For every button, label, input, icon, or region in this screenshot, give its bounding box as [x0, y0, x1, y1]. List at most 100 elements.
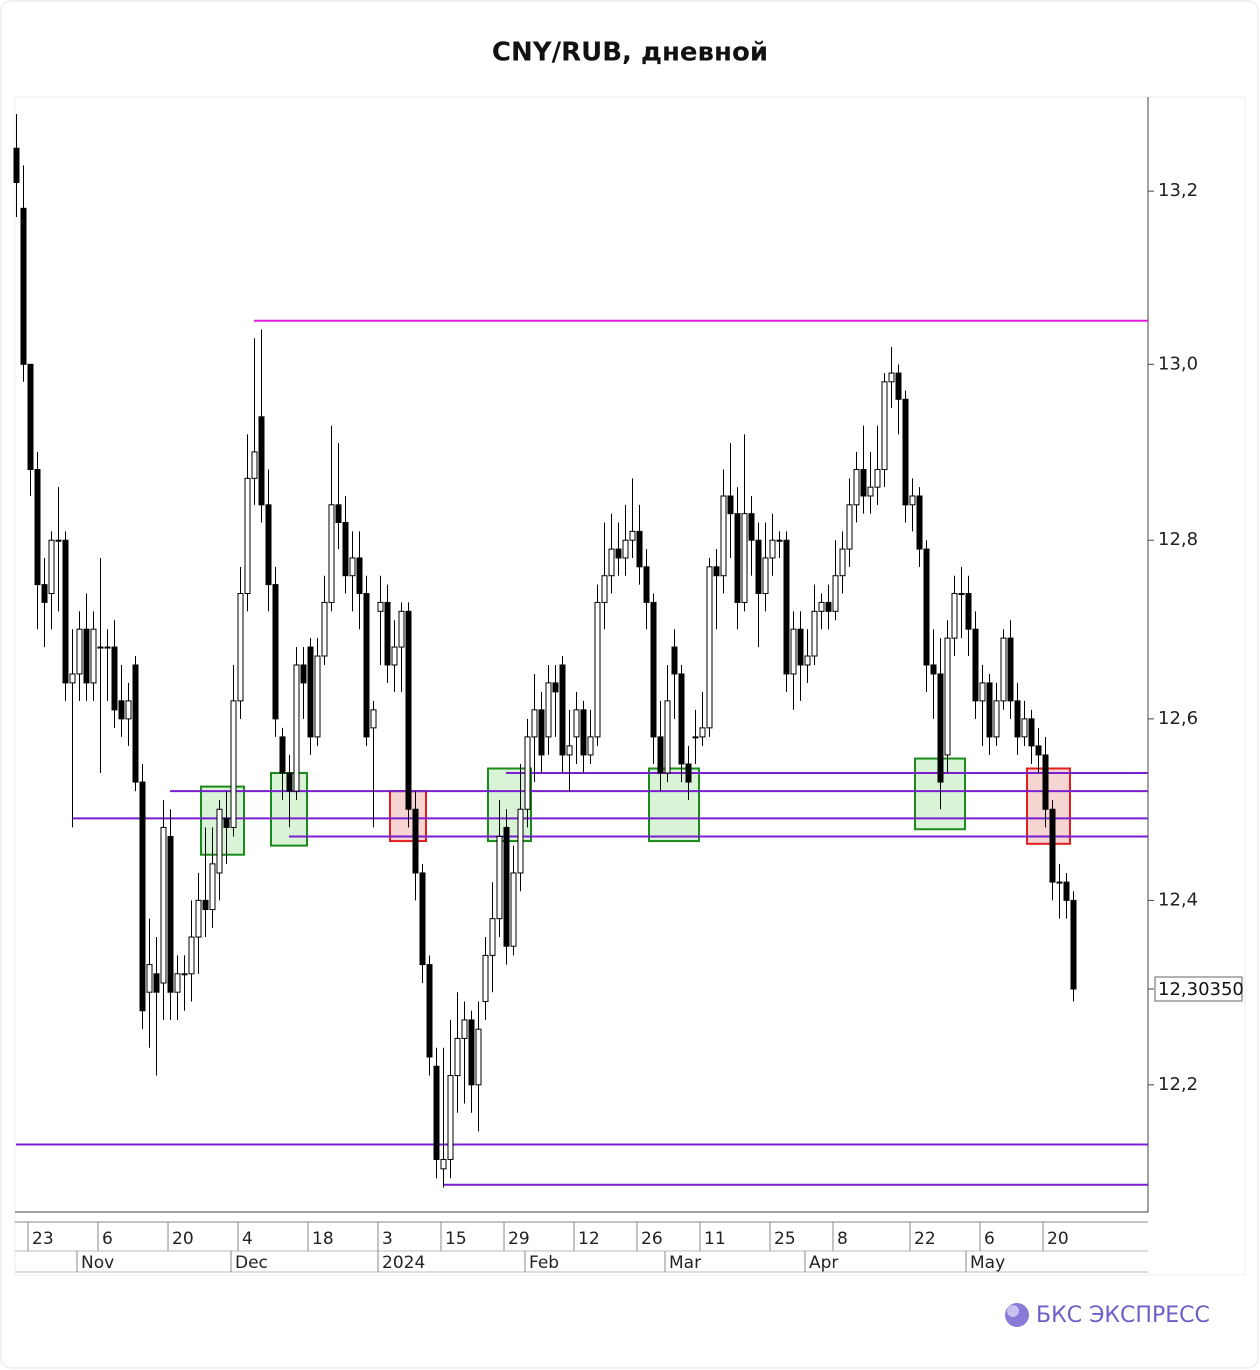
candle-body — [615, 548, 622, 559]
candle-body — [573, 709, 580, 738]
candle-body — [650, 601, 657, 738]
brand-name: БКС ЭКСПРЕСС — [1036, 1303, 1210, 1328]
candle-body — [237, 593, 244, 702]
y-tick-label: 12,8 — [1158, 529, 1198, 550]
candle-body — [930, 664, 937, 675]
candle-body — [979, 682, 986, 702]
month-label: May — [970, 1253, 1005, 1273]
candle-body — [664, 700, 671, 774]
candle-body — [601, 575, 608, 603]
candle-body — [223, 817, 230, 828]
candle-body — [797, 628, 804, 666]
candle-body — [1063, 881, 1070, 901]
candle-body — [69, 673, 76, 684]
candle-body — [139, 781, 146, 1012]
candle-body — [125, 700, 132, 720]
candle-body — [279, 736, 286, 774]
candle-body — [517, 808, 524, 874]
candle-body — [90, 628, 97, 684]
candle-body — [559, 664, 566, 756]
candle-body — [748, 513, 755, 541]
last-price-label: 12,30350 — [1158, 979, 1244, 1000]
y-tick-label: 12,4 — [1158, 889, 1198, 910]
x-tick-label: 12 — [578, 1229, 600, 1249]
candle-body — [188, 936, 195, 975]
brand-logo: БКС ЭКСПРЕСС — [1005, 1303, 1210, 1328]
candle-body — [272, 584, 279, 720]
candle-body — [762, 557, 769, 595]
candle-body — [146, 964, 153, 993]
candle-body — [538, 709, 545, 756]
candle-body — [377, 601, 384, 612]
candle-body — [1021, 718, 1028, 738]
candle-body — [426, 964, 433, 1058]
candle-body — [1000, 637, 1007, 702]
candle-body — [349, 557, 356, 577]
candle-body — [958, 593, 965, 596]
candle-body — [1007, 637, 1014, 702]
candle-body — [881, 381, 888, 471]
candle-body — [342, 522, 349, 577]
candle-body — [209, 863, 216, 911]
x-tick-label: 20 — [172, 1229, 194, 1249]
candle-body — [195, 899, 202, 938]
candle-body — [727, 495, 734, 515]
candle-body — [937, 673, 944, 783]
candle-body — [398, 610, 405, 648]
candle-body — [587, 736, 594, 756]
candle-body — [300, 664, 307, 684]
candle-body — [328, 504, 335, 603]
candle-body — [944, 637, 951, 756]
candle-body — [741, 513, 748, 603]
candle-body — [839, 548, 846, 577]
candle-body — [153, 973, 160, 993]
candle-body — [1014, 700, 1021, 738]
candle-body — [545, 682, 552, 738]
x-tick-label: 6 — [984, 1229, 995, 1249]
y-tick-label: 13,2 — [1158, 180, 1198, 201]
candle-body — [27, 363, 34, 471]
candle-body — [174, 973, 181, 993]
candle-body — [965, 593, 972, 630]
candle-body — [118, 700, 125, 720]
candle-body — [769, 539, 776, 559]
candle-body — [412, 808, 419, 874]
candle-body — [916, 495, 923, 550]
candle-body — [790, 628, 797, 675]
candle-body — [356, 557, 363, 595]
chart-panel — [14, 96, 1246, 1276]
candle-body — [230, 700, 237, 828]
candle-body — [307, 646, 314, 738]
x-tick-label: 11 — [704, 1229, 726, 1249]
candle-body — [181, 973, 188, 976]
candle-body — [419, 872, 426, 966]
candle-body — [1070, 899, 1077, 990]
candle-body — [454, 1037, 461, 1077]
candle-body — [986, 682, 993, 738]
chart-title: CNY/RUB, дневной — [492, 38, 768, 68]
candle-body — [111, 646, 118, 711]
candle-body — [265, 504, 272, 586]
candle-body — [468, 1019, 475, 1086]
candle-body — [902, 398, 909, 506]
candle-body — [167, 836, 174, 993]
candle-body — [384, 601, 391, 666]
candle-body — [489, 918, 496, 956]
candle-body — [363, 593, 370, 738]
candle-body — [622, 539, 629, 559]
candle-body — [853, 469, 860, 506]
candle-body — [34, 469, 41, 586]
candle-body — [62, 539, 69, 684]
candle-body — [1035, 745, 1042, 756]
candle-body — [433, 1065, 440, 1160]
x-tick-label: 3 — [382, 1229, 393, 1249]
candle-body — [552, 682, 559, 693]
candle-body — [510, 872, 517, 947]
candle-body — [832, 575, 839, 612]
x-tick-label: 29 — [508, 1229, 530, 1249]
candle-body — [405, 610, 412, 810]
x-tick-label: 4 — [242, 1229, 253, 1249]
candle-body — [755, 539, 762, 595]
candle-body — [594, 601, 601, 738]
